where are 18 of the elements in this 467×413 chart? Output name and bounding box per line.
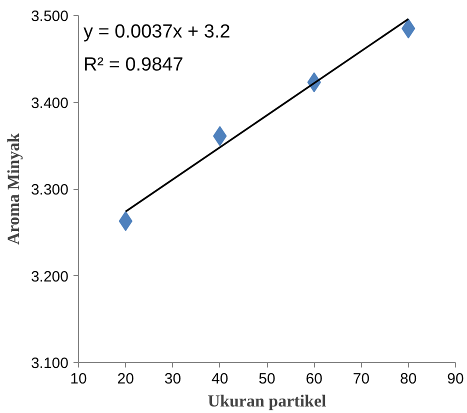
- y-tick-label: 3.100: [30, 355, 69, 372]
- x-tick-label: 10: [70, 370, 87, 388]
- x-axis-title: Ukuran partikel: [208, 392, 327, 410]
- x-tick-label: 70: [352, 370, 370, 388]
- x-tick-label: 40: [212, 370, 228, 388]
- x-tick-label: 30: [164, 370, 182, 388]
- annotation: y = 0.0037x + 3.2: [84, 22, 230, 42]
- x-tick-label: 90: [447, 370, 464, 388]
- x-tick-label: 50: [258, 370, 276, 388]
- x-tick-label: 80: [400, 370, 417, 388]
- y-axis-title: Aroma Minyak: [4, 132, 23, 245]
- y-tick-label: 3.300: [30, 182, 69, 198]
- annotation: R² = 0.9847: [84, 54, 184, 76]
- x-tick-label: 20: [117, 370, 134, 388]
- y-tick-label: 3.400: [30, 94, 69, 112]
- y-tick-label: 3.200: [30, 268, 69, 286]
- y-tick-label: 3.500: [30, 8, 69, 25]
- x-tick-label: 60: [306, 370, 322, 388]
